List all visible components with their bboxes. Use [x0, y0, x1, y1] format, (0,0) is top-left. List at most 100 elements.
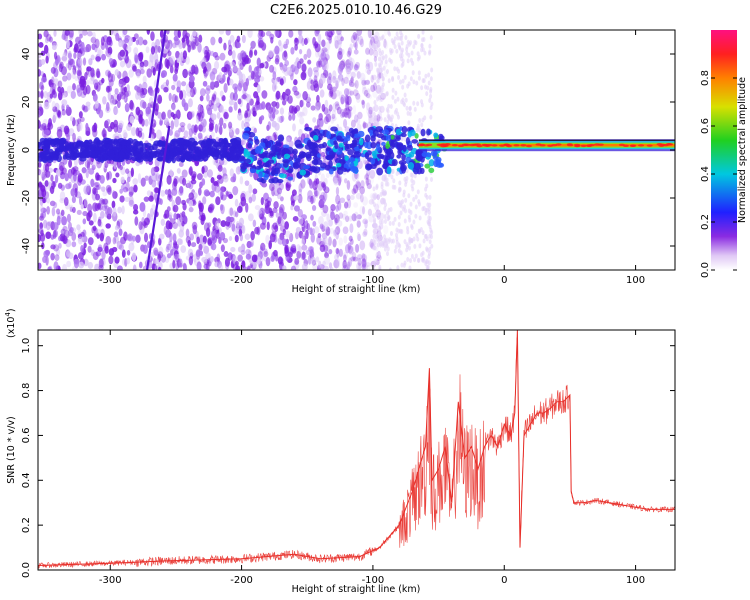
spectrogram-noise-cell — [375, 183, 379, 189]
spectrogram-noise-cell — [88, 58, 93, 66]
spectrogram-noise-cell — [412, 100, 416, 106]
spectrogram-noise-cell — [122, 186, 129, 193]
spectrogram-noise-cell — [72, 166, 79, 172]
spectrogram-band-cell — [325, 147, 331, 152]
spectrogram-noise-cell — [149, 214, 154, 221]
spectrogram-noise-cell — [57, 91, 63, 101]
spectrogram-noise-cell — [297, 193, 303, 204]
spectrogram-noise-cell — [172, 222, 178, 230]
spectrogram-noise-cell — [223, 83, 228, 93]
spectrogram-noise-cell — [348, 257, 353, 267]
spectrogram-noise-cell — [384, 59, 388, 65]
spectrogram-noise-cell — [169, 55, 175, 64]
spectrogram-noise-cell — [210, 50, 214, 57]
y-tick-label: 0.4 — [21, 472, 32, 488]
spectrogram-noise-cell — [347, 108, 352, 119]
spectrogram-noise-cell — [248, 241, 254, 248]
spectrogram-band-cell — [212, 141, 220, 148]
spectrogram-band-cell — [408, 151, 415, 158]
spectrogram-band-cell — [311, 159, 319, 165]
spectrogram-band-cell — [192, 154, 199, 161]
spectrogram-noise-cell — [312, 180, 318, 191]
spectrogram-noise-cell — [428, 239, 432, 245]
spectrogram-band-cell — [302, 165, 311, 170]
spectrogram-band-cell — [136, 148, 142, 154]
spectrogram-noise-cell — [391, 238, 395, 244]
spectrogram-noise-cell — [395, 236, 399, 242]
spectrogram-noise-cell — [175, 50, 180, 59]
spectrogram-band-cell — [370, 135, 376, 142]
spectrogram-noise-cell — [102, 191, 108, 197]
spectrogram-band-cell — [208, 147, 213, 155]
spectrogram-noise-cell — [377, 116, 383, 122]
spectrogram-noise-cell — [241, 34, 246, 44]
spectrogram-noise-cell — [296, 60, 302, 69]
spectrogram-noise-cell — [61, 108, 66, 116]
spectrogram-noise-cell — [92, 182, 99, 189]
spectrogram-band-cell — [256, 145, 263, 152]
spectrogram-noise-cell — [328, 35, 332, 44]
spectrogram-noise-cell — [223, 250, 229, 257]
spectrogram-noise-cell — [252, 219, 257, 228]
spectrogram-noise-cell — [352, 31, 358, 41]
spectrogram-noise-cell — [173, 243, 180, 250]
spectrogram-noise-cell — [203, 245, 210, 254]
spectrogram-band-cell — [275, 140, 281, 145]
spectrogram-noise-cell — [40, 212, 44, 219]
spectrogram-noise-cell — [310, 214, 314, 221]
spectrogram-noise-cell — [128, 191, 134, 197]
spectrogram-noise-cell — [85, 122, 89, 131]
spectrogram-noise-cell — [300, 251, 307, 261]
spectrogram-noise-cell — [373, 82, 377, 91]
spectrogram-band-cell — [298, 151, 306, 157]
spectrogram-noise-cell — [383, 190, 387, 196]
spectrogram-noise-cell — [365, 264, 371, 270]
spectrogram-noise-cell — [95, 193, 101, 201]
spectrogram-noise-cell — [213, 80, 220, 88]
spectrogram-noise-cell — [96, 184, 102, 191]
spectrogram-noise-cell — [260, 242, 266, 251]
spectrogram-noise-cell — [68, 128, 75, 137]
spectrogram-noise-cell — [340, 96, 345, 105]
colorbar-tick-label: 0.2 — [700, 214, 711, 230]
spectrogram-noise-cell — [397, 74, 401, 80]
spectrogram-band-cell — [44, 149, 50, 155]
carrier-peak — [491, 144, 498, 147]
spectrogram-noise-cell — [403, 239, 407, 245]
spectrogram-noise-cell — [387, 30, 391, 36]
spectrogram-noise-cell — [61, 92, 67, 98]
spectrogram-noise-cell — [106, 213, 112, 220]
spectrogram-noise-cell — [51, 44, 57, 51]
spectrogram-noise-cell — [229, 207, 234, 216]
spectrogram-noise-cell — [209, 122, 214, 131]
spectrogram-band-cell — [112, 139, 120, 146]
spectrogram-noise-cell — [380, 84, 384, 90]
spectrogram-noise-cell — [76, 87, 83, 97]
spectrogram-noise-cell — [113, 160, 117, 170]
spectrogram-noise-cell — [228, 100, 235, 106]
spectrogram-noise-cell — [45, 55, 49, 64]
spectrogram-noise-cell — [335, 186, 340, 196]
spectrogram-noise-cell — [361, 264, 367, 270]
spectrogram-noise-cell — [405, 50, 409, 56]
spectrogram-noise-cell — [120, 91, 126, 100]
spectrogram-noise-cell — [427, 80, 431, 86]
spectrogram-noise-cell — [139, 68, 145, 75]
spectrogram-noise-cell — [323, 245, 329, 253]
spectrogram-noise-cell — [105, 223, 111, 229]
spectrogram-noise-cell — [279, 232, 285, 241]
spectrogram-noise-cell — [188, 75, 195, 83]
spectrogram-noise-cell — [62, 51, 67, 57]
spectrogram-noise-cell — [413, 257, 417, 263]
spectrogram-noise-cell — [171, 84, 176, 91]
spectrogram-noise-cell — [424, 176, 428, 182]
spectrogram-band-cell — [358, 137, 364, 146]
spectrogram-noise-cell — [39, 169, 46, 177]
spectrogram-noise-cell — [376, 121, 380, 127]
spectrogram-noise-cell — [218, 36, 223, 44]
spectrogram-band-cell — [395, 128, 402, 136]
spectrogram-noise-cell — [73, 173, 77, 182]
spectrogram-noise-cell — [119, 195, 125, 203]
spectrogram-noise-cell — [134, 216, 139, 226]
spectrogram-noise-cell — [344, 107, 350, 116]
